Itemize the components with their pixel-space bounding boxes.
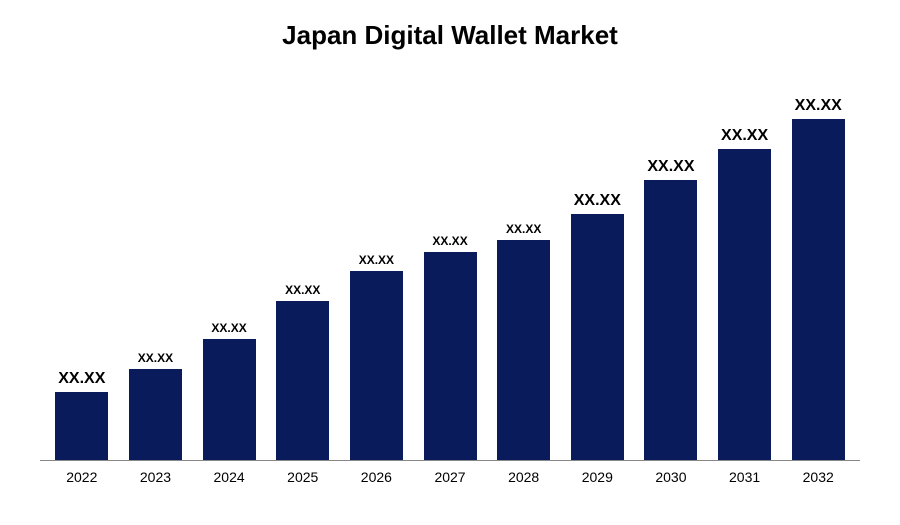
bar [718, 149, 771, 460]
bar-value-label: XX.XX [574, 192, 621, 210]
bar [424, 252, 477, 460]
bar [203, 339, 256, 460]
x-axis-label: 2023 [119, 469, 193, 485]
bar-value-label: XX.XX [359, 253, 394, 267]
x-axis-label: 2024 [192, 469, 266, 485]
bar [350, 271, 403, 461]
x-axis-label: 2022 [45, 469, 119, 485]
bar-value-label: XX.XX [211, 321, 246, 335]
bar [55, 392, 108, 460]
bar [792, 119, 845, 460]
x-axis-label: 2027 [413, 469, 487, 485]
chart-title: Japan Digital Wallet Market [40, 20, 860, 51]
chart-area: XX.XX XX.XX XX.XX XX.XX XX.XX XX.XX XX.XX XX.XX… [40, 81, 860, 461]
x-axis-label: 2029 [560, 469, 634, 485]
bar-group: XX.XX [266, 81, 340, 460]
bar-group: XX.XX [340, 81, 414, 460]
bar-value-label: XX.XX [285, 283, 320, 297]
bar-value-label: XX.XX [432, 234, 467, 248]
bar-group: XX.XX [487, 81, 561, 460]
x-axis-label: 2026 [340, 469, 414, 485]
bar-group: XX.XX [781, 81, 855, 460]
bar-value-label: XX.XX [721, 127, 768, 145]
x-axis-label: 2031 [708, 469, 782, 485]
bar-group: XX.XX [45, 81, 119, 460]
bar [276, 301, 329, 460]
bar-group: XX.XX [560, 81, 634, 460]
chart-container: Japan Digital Wallet Market XX.XXXX.XXXX… [0, 0, 900, 525]
bar [129, 369, 182, 460]
bar-group: XX.XX [119, 81, 193, 460]
bar [497, 240, 550, 460]
bar-value-label: XX.XX [647, 158, 694, 176]
bar-value-label: XX.XX [506, 222, 541, 236]
x-axis-label: 2032 [781, 469, 855, 485]
bar-group: XX.XX [192, 81, 266, 460]
bar-group: XX.XX [413, 81, 487, 460]
bar [644, 180, 697, 460]
bar-value-label: XX.XX [138, 351, 173, 365]
bar [571, 214, 624, 460]
bar-group: XX.XX [708, 81, 782, 460]
x-axis-label: 2030 [634, 469, 708, 485]
x-axis: 2022202320242025202620272028202920302031… [40, 461, 860, 485]
bar-value-label: XX.XX [58, 370, 105, 388]
bar-group: XX.XX [634, 81, 708, 460]
x-axis-label: 2025 [266, 469, 340, 485]
bar-value-label: XX.XX [795, 97, 842, 115]
x-axis-label: 2028 [487, 469, 561, 485]
